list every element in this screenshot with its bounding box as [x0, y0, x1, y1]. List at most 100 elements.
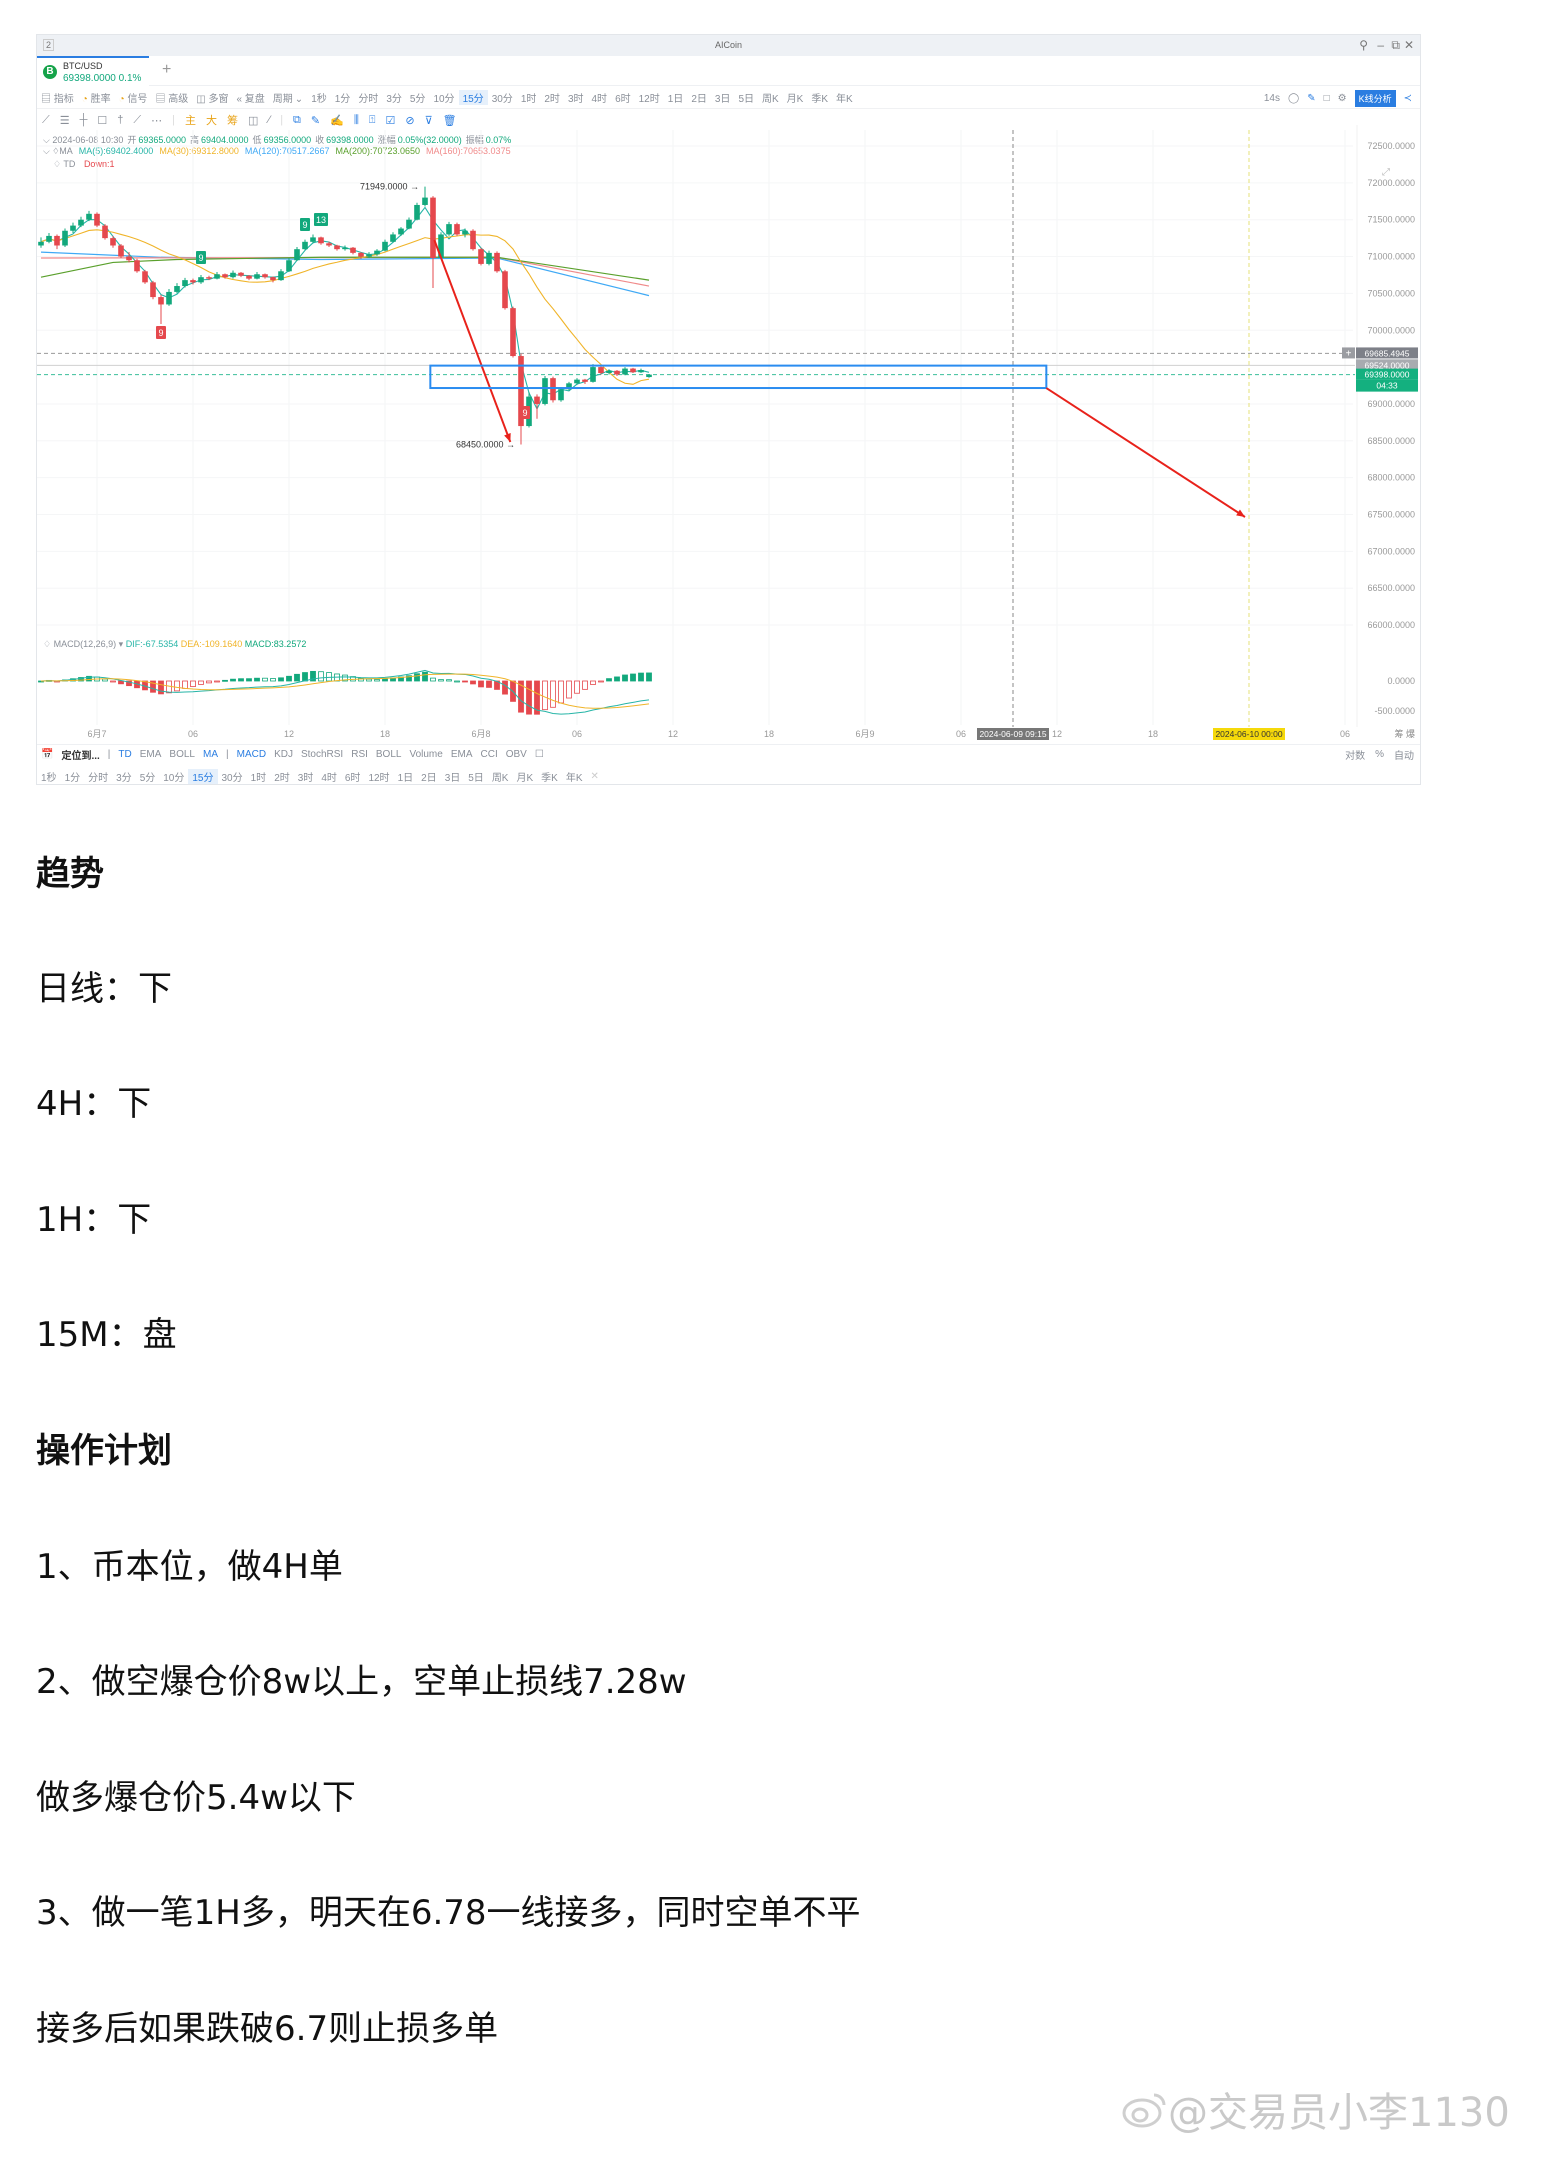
sub-indicator-cci[interactable]: CCI — [480, 749, 498, 760]
bottom-period-4[interactable]: 5分 — [139, 772, 156, 784]
log-scale-toggle[interactable]: 对数 — [1345, 750, 1366, 762]
period-0[interactable]: 1秒 — [311, 94, 327, 105]
bottom-period-17[interactable]: 5日 — [468, 772, 484, 784]
toolbar-5[interactable]: « 复盘 — [236, 94, 265, 105]
period-2[interactable]: 分时 — [358, 94, 379, 105]
bottom-period-11[interactable]: 4时 — [321, 772, 337, 784]
note-icon[interactable]: ☑ — [385, 114, 396, 127]
sub-indicator-ema[interactable]: EMA — [450, 749, 473, 760]
period-11[interactable]: 4时 — [591, 94, 608, 105]
edit-icon[interactable]: ☐ — [534, 749, 544, 760]
bottom-period-2[interactable]: 分时 — [88, 772, 109, 784]
main-indicator-ema[interactable]: EMA — [139, 749, 162, 760]
bottom-period-6[interactable]: 15分 — [188, 768, 218, 784]
expand-icon[interactable]: ⤢ — [1382, 167, 1390, 178]
period-3[interactable]: 3分 — [386, 94, 402, 105]
drawn-arrow-2[interactable] — [1045, 387, 1246, 518]
period-14[interactable]: 1日 — [667, 94, 684, 105]
sub-indicator-rsi[interactable]: RSI — [351, 749, 368, 760]
line-tool-icon[interactable]: ⟋ — [42, 113, 50, 126]
bottom-period-16[interactable]: 3日 — [444, 772, 461, 784]
period-20[interactable]: 季K — [811, 94, 829, 105]
bottom-period-7[interactable]: 30分 — [221, 772, 243, 784]
period-4[interactable]: 5分 — [409, 94, 426, 105]
more-icon[interactable]: ⋯ — [151, 114, 163, 127]
bottom-period-14[interactable]: 1日 — [397, 772, 414, 784]
text-tool-0[interactable]: 主 — [184, 115, 196, 127]
sub-indicator-boll[interactable]: BOLL — [375, 749, 402, 760]
search-icon[interactable]: ⚲ — [1359, 38, 1368, 52]
bottom-period-13[interactable]: 12时 — [368, 772, 390, 784]
auto-toggle[interactable]: 自动 — [1394, 750, 1414, 762]
main-indicator-ma[interactable]: MA — [203, 749, 218, 760]
period-1[interactable]: 1分 — [334, 94, 351, 105]
period-17[interactable]: 5日 — [738, 94, 754, 105]
period-5[interactable]: 10分 — [433, 94, 455, 105]
close-icon[interactable]: ✕ — [590, 770, 599, 782]
toolbar-2[interactable]: ◔ 信号 — [118, 94, 148, 105]
main-indicator-boll[interactable]: BOLL — [169, 749, 195, 760]
sub-indicator-volume[interactable]: Volume — [409, 749, 443, 760]
price-chart[interactable]: 6月7 06 12 18 6月8 06 12 18 6月9 06 12 18 06 72500.0000 7… — [37, 35, 1421, 743]
add-tab-icon[interactable]: + — [162, 61, 172, 78]
bottom-period-20[interactable]: 季K — [541, 772, 558, 784]
rectangle-icon[interactable]: ☐ — [97, 114, 108, 127]
period-6[interactable]: 15分 — [458, 90, 488, 105]
drawn-range-box[interactable] — [429, 364, 1048, 390]
measure-icon[interactable]: ⁄ — [268, 114, 271, 126]
pen-icon[interactable]: ✍ — [330, 114, 344, 127]
bottom-period-8[interactable]: 1时 — [250, 772, 267, 784]
toolbar-6[interactable]: 周期 ⌄ — [269, 90, 307, 105]
period-9[interactable]: 2时 — [544, 94, 560, 105]
sub-indicator-stochrsi[interactable]: StochRSI — [300, 749, 344, 760]
add-alert-button[interactable] — [1342, 347, 1355, 359]
sub-indicator-obv[interactable]: OBV — [505, 749, 527, 760]
bottom-period-9[interactable]: 2时 — [274, 772, 290, 784]
bottom-period-12[interactable]: 6时 — [344, 772, 361, 784]
restore-icon[interactable]: ⧉ — [1391, 38, 1400, 52]
period-15[interactable]: 2日 — [691, 94, 707, 105]
bottom-period-3[interactable]: 3分 — [116, 772, 132, 784]
period-12[interactable]: 6时 — [615, 94, 631, 105]
trash-icon[interactable]: 🗑 — [442, 114, 457, 127]
dropdown-icon[interactable]: ▾ — [118, 639, 124, 649]
kline-analysis-button[interactable]: K线分析 — [1354, 89, 1396, 107]
bottom-period-10[interactable]: 3时 — [297, 772, 314, 784]
window-icon[interactable]: □ — [1323, 92, 1330, 104]
ray-icon[interactable]: ⟋ — [133, 113, 142, 126]
pencil-icon[interactable]: ✎ — [1307, 92, 1316, 104]
tab-btc-usd[interactable]: B BTC/USD 69398.0000 0.1% — [37, 56, 149, 86]
bottom-period-19[interactable]: 月K — [516, 772, 534, 784]
period-21[interactable]: 年K — [836, 94, 853, 105]
copy-icon[interactable]: ⧉ — [293, 113, 301, 126]
bottom-period-18[interactable]: 周K — [491, 772, 509, 784]
camera-icon[interactable]: ◯ — [1287, 92, 1300, 104]
toolbar-3[interactable]: ▤ 高级 — [155, 94, 189, 105]
text-tool-2[interactable]: 筹 — [226, 115, 238, 127]
magnet-icon[interactable]: ⊘ — [405, 114, 415, 127]
collapse-icon[interactable]: ⌵ — [43, 135, 53, 145]
settings-icon[interactable]: ⚙ — [1337, 92, 1347, 104]
toolbar-4[interactable]: ◫ 多窗 — [196, 94, 229, 105]
bottom-period-15[interactable]: 2日 — [421, 772, 437, 784]
period-13[interactable]: 12时 — [638, 94, 660, 105]
filter-icon[interactable]: ⊽ — [424, 114, 433, 127]
collapse-icon[interactable]: ⌵ ♢ — [43, 146, 60, 156]
percent-toggle[interactable]: % — [1375, 748, 1384, 760]
bottom-period-5[interactable]: 10分 — [163, 772, 185, 784]
period-19[interactable]: 月K — [786, 94, 804, 105]
period-10[interactable]: 3时 — [567, 94, 584, 105]
candle-icon[interactable]: ⫼ — [353, 113, 359, 126]
period-18[interactable]: 周K — [762, 94, 779, 105]
close-icon[interactable]: ✕ — [1403, 38, 1414, 52]
sub-indicator-kdj[interactable]: KDJ — [274, 749, 293, 760]
bottom-period-1[interactable]: 1分 — [64, 772, 81, 784]
period-8[interactable]: 1时 — [520, 94, 537, 105]
bottom-period-0[interactable]: 1秒 — [41, 772, 57, 784]
vertical-line-icon[interactable]: † — [117, 114, 124, 126]
parallel-lines-icon[interactable]: ☰ — [59, 114, 70, 127]
fib-icon[interactable]: ◫ — [247, 114, 259, 127]
horizontal-line-icon[interactable]: ┼ — [79, 114, 88, 126]
share-icon[interactable]: ≺ — [1403, 92, 1412, 104]
drawn-arrow-1[interactable] — [433, 239, 512, 443]
